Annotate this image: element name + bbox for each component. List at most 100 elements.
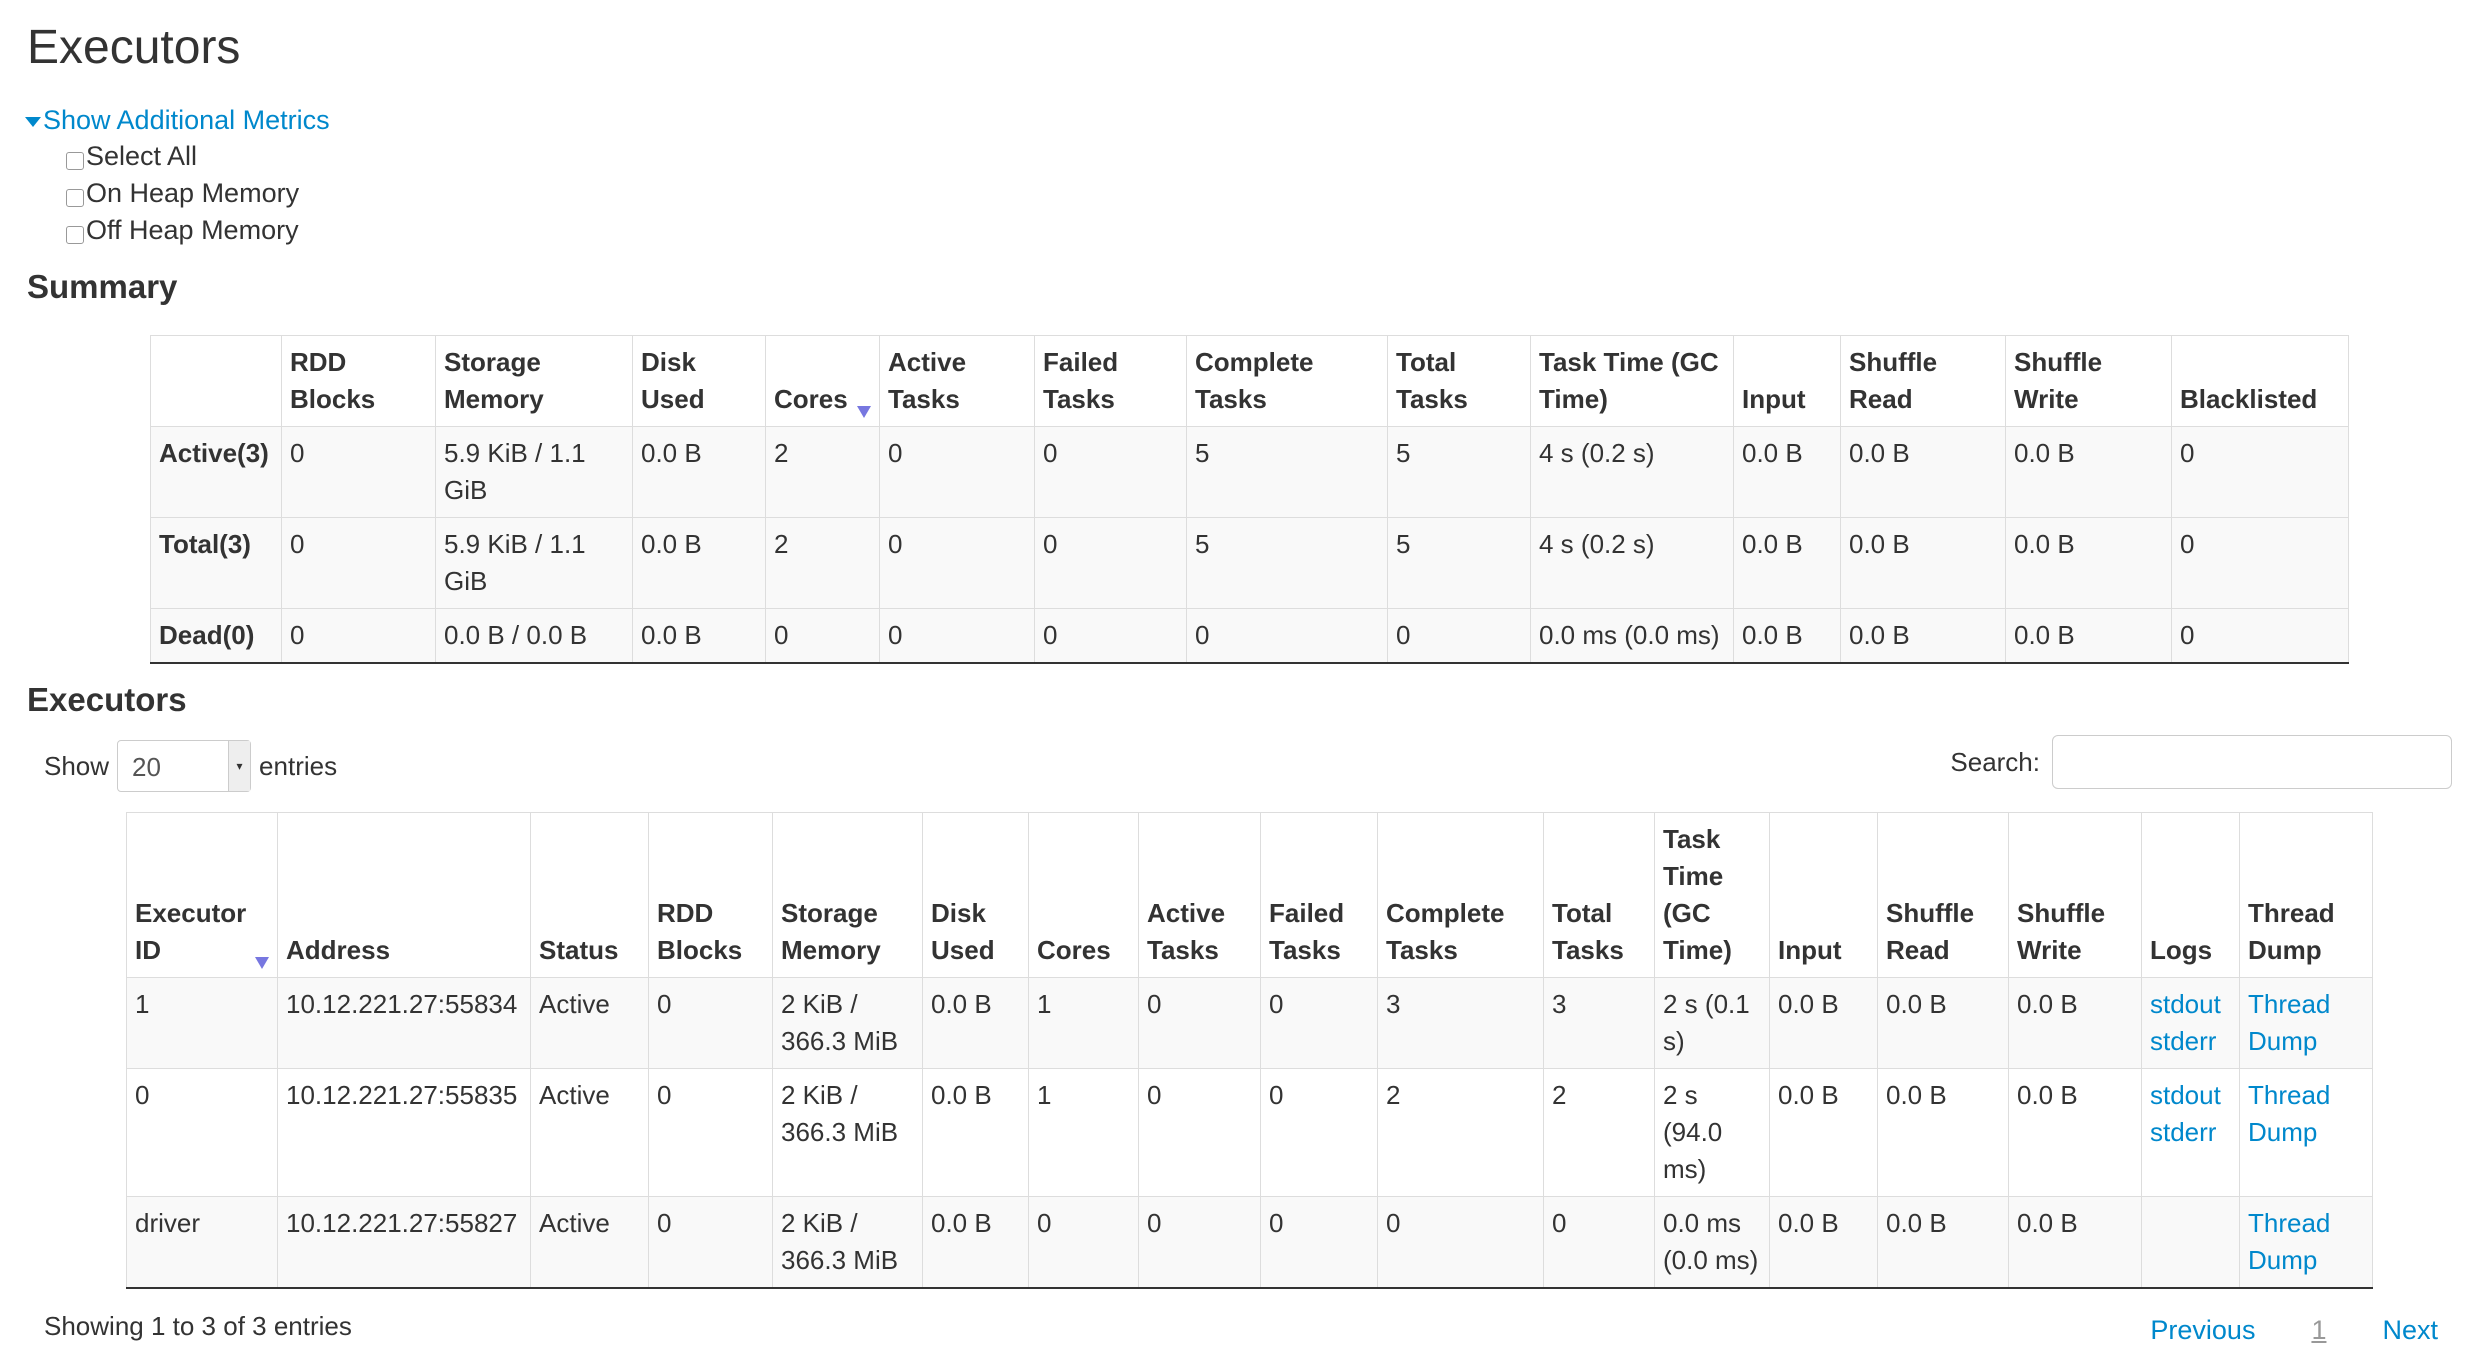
checkbox-icon[interactable] <box>66 226 84 244</box>
header-label: Task Time (GC Time) <box>1663 824 1732 965</box>
column-header-shuffle-read[interactable]: Shuffle Read <box>1877 812 2009 978</box>
cell-rdd-blocks: 0 <box>281 608 436 664</box>
header-label: Complete Tasks <box>1195 347 1314 414</box>
select-all-checkbox[interactable]: Select All <box>66 138 299 175</box>
column-header-active-tasks[interactable]: Active Tasks <box>879 335 1035 427</box>
cell-storage-memory: 5.9 KiB / 1.1 GiB <box>435 517 633 609</box>
column-header-thread-dump[interactable]: Thread Dump <box>2239 812 2373 978</box>
stdout-link[interactable]: stdout <box>2150 1080 2221 1110</box>
cell-failed-tasks: 0 <box>1260 977 1378 1069</box>
column-header-input[interactable]: Input <box>1769 812 1878 978</box>
column-header-total-tasks[interactable]: Total Tasks <box>1543 812 1655 978</box>
on-heap-memory-checkbox[interactable]: On Heap Memory <box>66 175 299 212</box>
cell-storage-memory: 2 KiB / 366.3 MiB <box>772 1068 923 1197</box>
cell-shuffle-read: 0.0 B <box>1840 517 2006 609</box>
cell-storage-memory: 2 KiB / 366.3 MiB <box>772 977 923 1069</box>
search-control: Search: <box>1950 735 2452 789</box>
column-header-disk-used[interactable]: Disk Used <box>632 335 766 427</box>
sort-descending-icon[interactable] <box>857 406 871 418</box>
column-header-blank[interactable] <box>150 335 282 427</box>
search-input[interactable] <box>2052 735 2452 789</box>
next-button[interactable]: Next <box>2382 1315 2438 1345</box>
thread-dump-link[interactable]: Thread Dump <box>2248 1208 2331 1275</box>
previous-button[interactable]: Previous <box>2150 1315 2256 1345</box>
cell-complete-tasks: 0 <box>1377 1196 1544 1289</box>
summary-row: Dead(0) 0 0.0 B / 0.0 B 0.0 B 0 0 0 0 0 0.0 ms (0… <box>150 608 2349 664</box>
column-header-active-tasks[interactable]: Active Tasks <box>1138 812 1261 978</box>
summary-table: RDD Blocks Storage Memory Disk Used Cores Ac… <box>150 335 2349 664</box>
column-header-shuffle-write[interactable]: Shuffle Write <box>2008 812 2142 978</box>
cell-shuffle-write: 0.0 B <box>2008 1068 2142 1197</box>
cell-total-tasks: 5 <box>1387 517 1531 609</box>
header-label: Shuffle Read <box>1849 347 1938 414</box>
header-label: Input <box>1742 384 1806 414</box>
thread-dump-link[interactable]: Thread Dump <box>2248 1080 2331 1147</box>
column-header-task-time-gc-time[interactable]: Task Time (GC Time) <box>1654 812 1770 978</box>
column-header-address[interactable]: Address <box>277 812 531 978</box>
caret-down-icon <box>25 116 41 127</box>
sort-descending-icon[interactable] <box>255 957 269 969</box>
column-header-shuffle-read[interactable]: Shuffle Read <box>1840 335 2006 427</box>
column-header-rdd-blocks[interactable]: RDD Blocks <box>648 812 773 978</box>
column-header-executor-id[interactable]: Executor ID <box>126 812 278 978</box>
cell-executor-id: 0 <box>126 1068 278 1197</box>
column-header-rdd-blocks[interactable]: RDD Blocks <box>281 335 436 427</box>
column-header-complete-tasks[interactable]: Complete Tasks <box>1377 812 1544 978</box>
cell-shuffle-write: 0.0 B <box>2005 426 2172 518</box>
cell-shuffle-write: 0.0 B <box>2005 517 2172 609</box>
checkbox-icon[interactable] <box>66 152 84 170</box>
header-label: Cores <box>774 384 848 414</box>
cell-logs: stdout stderr <box>2141 977 2240 1069</box>
column-header-input[interactable]: Input <box>1733 335 1841 427</box>
cell-storage-memory: 2 KiB / 366.3 MiB <box>772 1196 923 1289</box>
cell-address: 10.12.221.27:55827 <box>277 1196 531 1289</box>
cell-cores: 0 <box>765 608 880 664</box>
column-header-total-tasks[interactable]: Total Tasks <box>1387 335 1531 427</box>
stdout-link[interactable]: stdout <box>2150 989 2221 1019</box>
stderr-link[interactable]: stderr <box>2150 1117 2217 1147</box>
column-header-task-time-gc-time[interactable]: Task Time (GC Time) <box>1530 335 1734 427</box>
off-heap-memory-checkbox[interactable]: Off Heap Memory <box>66 212 299 249</box>
header-label: Task Time (GC Time) <box>1539 347 1719 414</box>
show-additional-metrics-toggle[interactable]: Show Additional Metrics <box>25 102 330 139</box>
cell-shuffle-write: 0.0 B <box>2008 977 2142 1069</box>
column-header-cores[interactable]: Cores <box>765 335 880 427</box>
column-header-failed-tasks[interactable]: Failed Tasks <box>1034 335 1187 427</box>
checkbox-icon[interactable] <box>66 189 84 207</box>
cell-executor-id: 1 <box>126 977 278 1069</box>
column-header-complete-tasks[interactable]: Complete Tasks <box>1186 335 1388 427</box>
stderr-link[interactable]: stderr <box>2150 1026 2217 1056</box>
column-header-logs[interactable]: Logs <box>2141 812 2240 978</box>
header-label: Status <box>539 935 619 965</box>
cell-total-tasks: 5 <box>1387 426 1531 518</box>
summary-heading: Summary <box>27 268 178 305</box>
cell-cores: 2 <box>765 426 880 518</box>
cell-active-tasks: 0 <box>1138 977 1261 1069</box>
cell-label: Total(3) <box>150 517 282 609</box>
page-1-button[interactable]: 1 <box>2311 1315 2327 1345</box>
cell-cores: 2 <box>765 517 880 609</box>
column-header-disk-used[interactable]: Disk Used <box>922 812 1029 978</box>
cell-disk-used: 0.0 B <box>632 517 766 609</box>
column-header-blacklisted[interactable]: Blacklisted <box>2171 335 2349 427</box>
cell-total-tasks: 0 <box>1387 608 1531 664</box>
dropdown-arrow-icon[interactable]: ▾ <box>228 741 251 791</box>
column-header-storage-memory[interactable]: Storage Memory <box>772 812 923 978</box>
cell-logs: stdout stderr <box>2141 1068 2240 1197</box>
cell-failed-tasks: 0 <box>1034 608 1187 664</box>
cell-input: 0.0 B <box>1769 977 1878 1069</box>
column-header-status[interactable]: Status <box>530 812 649 978</box>
header-label: Input <box>1778 935 1842 965</box>
column-header-shuffle-write[interactable]: Shuffle Write <box>2005 335 2172 427</box>
column-header-storage-memory[interactable]: Storage Memory <box>435 335 633 427</box>
cell-task-time-gc-time: 2 s (0.1 s) <box>1654 977 1770 1069</box>
thread-dump-link[interactable]: Thread Dump <box>2248 989 2331 1056</box>
page-title: Executors <box>27 21 241 74</box>
column-header-failed-tasks[interactable]: Failed Tasks <box>1260 812 1378 978</box>
page-size-select[interactable]: 20 ▾ <box>117 740 252 792</box>
column-header-cores[interactable]: Cores <box>1028 812 1139 978</box>
cell-shuffle-read: 0.0 B <box>1840 426 2006 518</box>
entries-label: entries <box>259 750 338 781</box>
search-label: Search: <box>1950 746 2040 777</box>
